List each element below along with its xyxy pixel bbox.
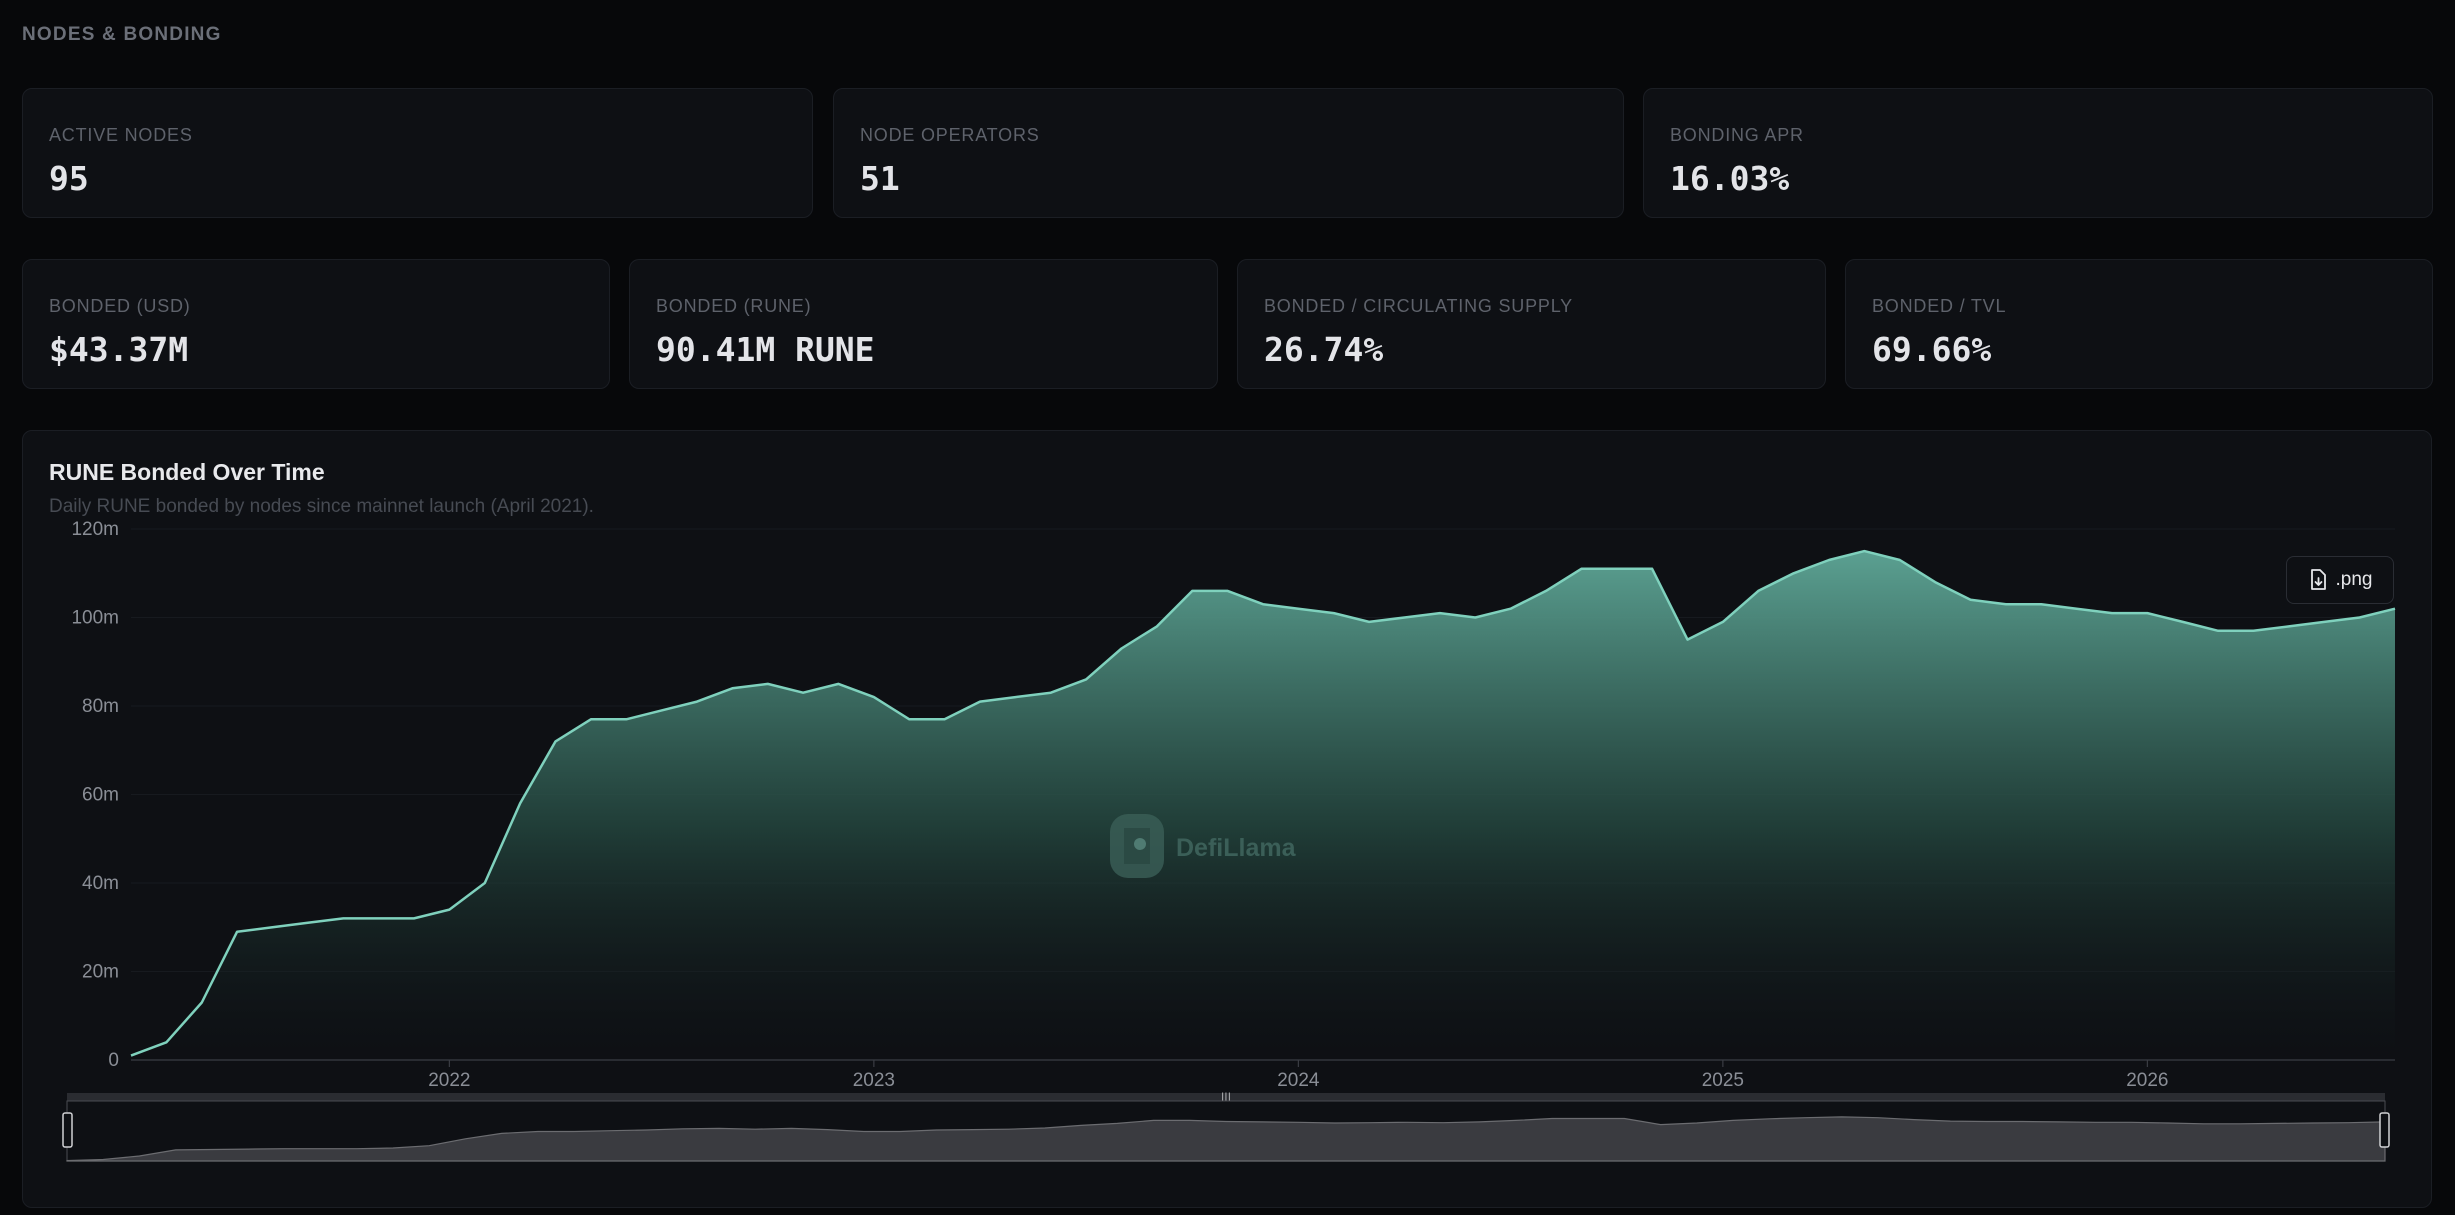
stat-label: BONDING APR [1670,125,1804,145]
chart-card: DefiLlama 2022 2023 2024 2025 2026 0 20m 40m 60… [22,430,2432,1208]
stat-card-bonded-rune: BONDED (RUNE) 90.41M RUNE [629,259,1218,389]
stat-card-bonded-circulating: BONDED / CIRCULATING SUPPLY 26.74% [1237,259,1826,389]
section-title: NODES & BONDING [22,24,222,45]
defillama-watermark: DefiLlama [1110,814,1297,878]
slider-handle-right[interactable] [2379,1112,2390,1148]
x-tick-label: 2022 [428,1070,470,1091]
series-area [131,551,2395,1060]
stat-card-active-nodes: ACTIVE NODES 95 [22,88,813,218]
y-tick-label: 0 [108,1050,119,1071]
y-tick-label: 40m [82,873,119,894]
stat-card-bonded-usd: BONDED (USD) $43.37M [22,259,610,389]
stat-label: ACTIVE NODES [49,125,193,145]
stat-label: BONDED / TVL [1872,296,2007,316]
x-tick-label: 2023 [853,1070,895,1091]
chart-subtitle: Daily RUNE bonded by nodes since mainnet… [49,496,594,517]
y-tick-label: 100m [71,608,119,629]
stat-card-node-operators: NODE OPERATORS 51 [833,88,1624,218]
rune-bonded-chart: DefiLlama 2022 2023 2024 2025 2026 0 20m 40m 60… [62,519,2396,1162]
stat-label: NODE OPERATORS [860,125,1040,145]
y-tick-label: 80m [82,696,119,717]
stat-value: 26.74% [1264,330,1384,369]
stat-card-bonded-tvl: BONDED / TVL 69.66% [1845,259,2433,389]
y-tick-label: 60m [82,785,119,806]
stat-value: 51 [860,159,900,198]
slider-grip-icon[interactable]: ||| [1221,1092,1231,1103]
file-download-icon [2310,569,2326,590]
x-tick-label: 2026 [2126,1070,2168,1091]
y-tick-label: 120m [71,519,119,540]
y-tick-label: 20m [82,962,119,983]
stat-value: 95 [49,159,89,198]
x-tick-label: 2025 [1702,1070,1744,1091]
stat-value: 16.03% [1670,159,1790,198]
zoom-slider[interactable]: ||| [62,1092,2390,1162]
slider-preview-area [66,1116,2386,1162]
slider-top-bar[interactable] [67,1093,2385,1101]
chart-title: RUNE Bonded Over Time [49,459,325,485]
stat-value: 90.41M RUNE [656,330,875,369]
x-tick-label: 2024 [1277,1070,1320,1091]
stat-label: BONDED (USD) [49,296,191,316]
stat-label: BONDED / CIRCULATING SUPPLY [1264,296,1573,316]
stat-label: BONDED (RUNE) [656,296,812,316]
stat-value: 69.66% [1872,330,1992,369]
watermark-text: DefiLlama [1176,834,1297,862]
export-png-label: .png [2335,569,2373,590]
stat-card-bonding-apr: BONDING APR 16.03% [1643,88,2433,218]
stat-value: $43.37M [49,330,189,369]
slider-handle-left[interactable] [62,1112,73,1148]
export-png-button[interactable]: .png [2286,556,2394,604]
